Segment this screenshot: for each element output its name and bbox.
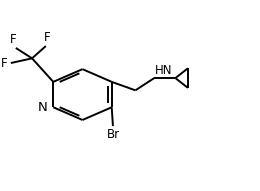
- Text: F: F: [1, 57, 8, 70]
- Text: HN: HN: [155, 64, 172, 77]
- Text: F: F: [10, 33, 17, 46]
- Text: F: F: [44, 31, 50, 44]
- Text: N: N: [38, 101, 48, 114]
- Text: Br: Br: [106, 128, 120, 141]
